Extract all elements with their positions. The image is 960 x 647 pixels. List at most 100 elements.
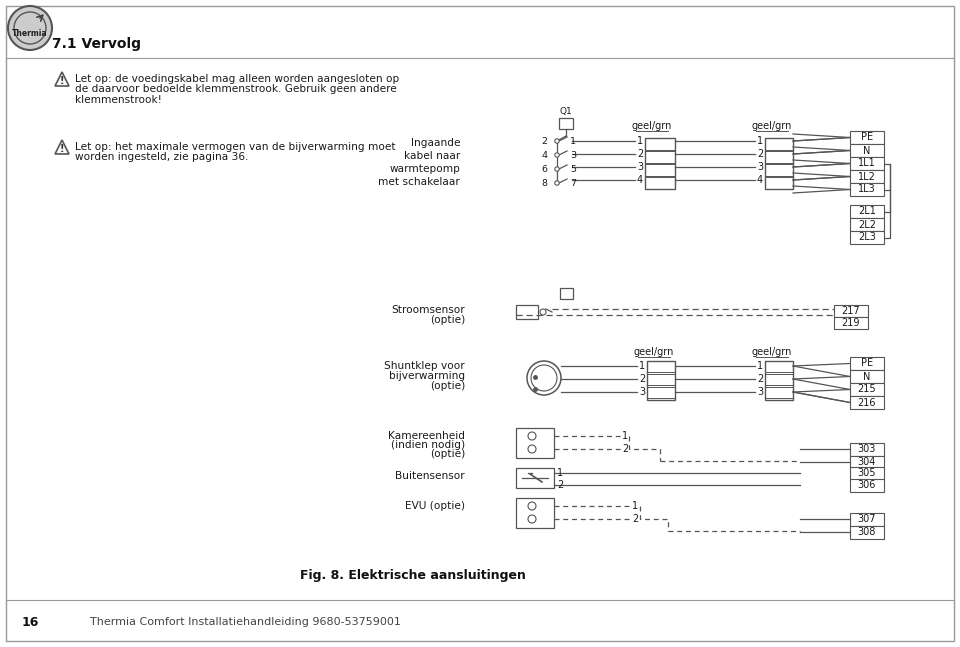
Bar bbox=[647, 387, 675, 398]
Text: 2L3: 2L3 bbox=[858, 232, 876, 243]
Bar bbox=[850, 144, 884, 157]
Text: 215: 215 bbox=[857, 384, 876, 395]
Bar bbox=[765, 138, 793, 150]
Text: 1L1: 1L1 bbox=[858, 159, 876, 168]
Bar bbox=[516, 428, 554, 458]
Circle shape bbox=[555, 181, 559, 185]
Bar bbox=[850, 513, 884, 526]
Text: 308: 308 bbox=[858, 527, 876, 537]
Bar bbox=[765, 177, 793, 189]
Text: !: ! bbox=[60, 144, 64, 154]
Text: 1: 1 bbox=[557, 468, 564, 478]
Text: Stroomsensor: Stroomsensor bbox=[392, 305, 465, 315]
Polygon shape bbox=[55, 72, 69, 86]
Text: kabel naar: kabel naar bbox=[404, 151, 460, 161]
Bar bbox=[765, 151, 793, 163]
Bar bbox=[850, 370, 884, 383]
Text: (optie): (optie) bbox=[430, 315, 465, 325]
Circle shape bbox=[555, 167, 559, 171]
Bar bbox=[765, 374, 793, 385]
Circle shape bbox=[528, 445, 536, 453]
Text: 306: 306 bbox=[858, 480, 876, 490]
Circle shape bbox=[528, 432, 536, 440]
Circle shape bbox=[8, 6, 52, 50]
Bar bbox=[765, 361, 793, 400]
Text: 1L3: 1L3 bbox=[858, 184, 876, 195]
Circle shape bbox=[527, 361, 561, 395]
Text: PE: PE bbox=[861, 358, 873, 369]
Text: 305: 305 bbox=[857, 468, 876, 478]
Bar bbox=[765, 138, 793, 189]
Text: 2L2: 2L2 bbox=[858, 219, 876, 230]
Text: 1: 1 bbox=[639, 361, 645, 371]
Bar bbox=[850, 357, 884, 370]
Bar bbox=[850, 467, 884, 480]
Bar bbox=[516, 498, 554, 528]
Text: 2: 2 bbox=[557, 480, 564, 490]
Text: geel/grn: geel/grn bbox=[752, 347, 792, 357]
Text: Q1: Q1 bbox=[560, 107, 572, 116]
Bar bbox=[516, 468, 554, 488]
Bar bbox=[850, 131, 884, 144]
Bar bbox=[850, 396, 884, 409]
Text: 2: 2 bbox=[757, 149, 763, 159]
Bar bbox=[850, 456, 884, 469]
Text: 1: 1 bbox=[757, 136, 763, 146]
Text: Kamereenheid: Kamereenheid bbox=[388, 431, 465, 441]
Bar bbox=[645, 138, 675, 150]
Text: 4: 4 bbox=[757, 175, 763, 185]
Text: 1: 1 bbox=[757, 361, 763, 371]
Text: met schakelaar: met schakelaar bbox=[378, 177, 460, 187]
Text: 16: 16 bbox=[22, 615, 39, 628]
Text: N: N bbox=[863, 371, 871, 382]
Text: (optie): (optie) bbox=[430, 449, 465, 459]
Bar bbox=[850, 157, 884, 170]
Text: klemmenstrook!: klemmenstrook! bbox=[75, 95, 162, 105]
Text: warmtepomp: warmtepomp bbox=[389, 164, 460, 174]
Text: Shuntklep voor: Shuntklep voor bbox=[384, 361, 465, 371]
Text: 216: 216 bbox=[857, 397, 876, 408]
Bar bbox=[850, 218, 884, 231]
Bar bbox=[834, 317, 868, 329]
Text: 3: 3 bbox=[757, 387, 763, 397]
Bar bbox=[647, 361, 675, 372]
Text: geel/grn: geel/grn bbox=[634, 347, 674, 357]
Text: 219: 219 bbox=[842, 318, 860, 328]
Text: 5: 5 bbox=[570, 164, 576, 173]
Circle shape bbox=[555, 139, 559, 143]
Circle shape bbox=[14, 12, 46, 44]
Text: 2: 2 bbox=[637, 149, 643, 159]
Bar bbox=[850, 479, 884, 492]
Text: 1: 1 bbox=[570, 137, 576, 146]
Bar bbox=[645, 151, 675, 163]
Text: 4: 4 bbox=[541, 151, 547, 160]
Text: 3: 3 bbox=[639, 387, 645, 397]
Text: Ingaande: Ingaande bbox=[411, 138, 460, 148]
Text: 7: 7 bbox=[570, 179, 576, 188]
Text: 2: 2 bbox=[639, 374, 645, 384]
Circle shape bbox=[540, 309, 546, 315]
Text: 1: 1 bbox=[632, 501, 638, 511]
Bar bbox=[645, 164, 675, 176]
Text: 217: 217 bbox=[842, 306, 860, 316]
Text: 303: 303 bbox=[858, 444, 876, 454]
Bar bbox=[559, 118, 573, 129]
Text: geel/grn: geel/grn bbox=[752, 121, 792, 131]
Text: 2: 2 bbox=[757, 374, 763, 384]
Text: EVU (optie): EVU (optie) bbox=[405, 501, 465, 511]
Text: 3: 3 bbox=[570, 151, 576, 160]
Text: 304: 304 bbox=[858, 457, 876, 467]
Text: Let op: de voedingskabel mag alleen worden aangesloten op: Let op: de voedingskabel mag alleen word… bbox=[75, 74, 399, 84]
Bar bbox=[647, 374, 675, 385]
Bar bbox=[647, 361, 675, 400]
Bar bbox=[560, 288, 573, 299]
Text: 2: 2 bbox=[632, 514, 638, 524]
Circle shape bbox=[528, 515, 536, 523]
Text: 8: 8 bbox=[541, 179, 547, 188]
Text: N: N bbox=[863, 146, 871, 155]
Text: 1L2: 1L2 bbox=[858, 171, 876, 182]
Text: Let op: het maximale vermogen van de bijverwarming moet: Let op: het maximale vermogen van de bij… bbox=[75, 142, 396, 152]
Bar bbox=[850, 170, 884, 183]
Text: PE: PE bbox=[861, 133, 873, 142]
Text: worden ingesteld, zie pagina 36.: worden ingesteld, zie pagina 36. bbox=[75, 153, 249, 162]
